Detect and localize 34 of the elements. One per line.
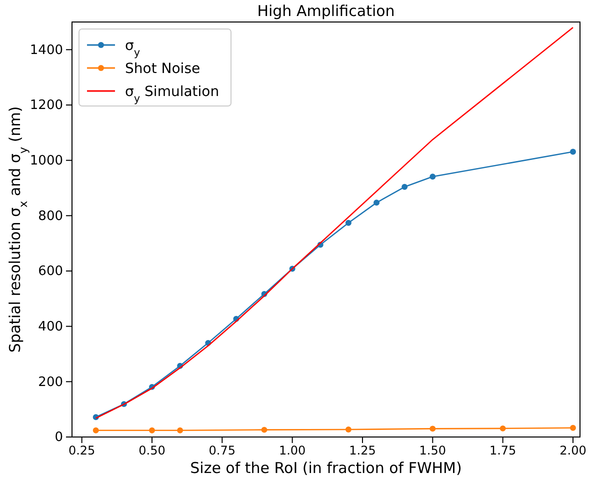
x-tick-label: 0.25	[68, 444, 96, 458]
legend-label: σ$_{y}$ Simulation	[125, 84, 220, 105]
x-tick-label: 1.50	[419, 444, 446, 458]
point	[402, 184, 408, 190]
point	[430, 426, 436, 432]
point	[430, 174, 436, 180]
x-axis-title: Size of the RoI (in fraction of FWHM)	[190, 459, 462, 477]
point	[345, 426, 352, 433]
point	[261, 426, 268, 433]
y-tick-label: 0	[54, 430, 63, 446]
point	[570, 148, 576, 155]
point	[92, 427, 99, 434]
y-tick-label: 1000	[30, 153, 63, 168]
point	[177, 427, 184, 434]
y-tick-label: 400	[38, 319, 63, 334]
x-tick-label: 1.75	[489, 444, 516, 458]
y-tick-label: 1400	[30, 42, 63, 58]
point	[149, 427, 155, 434]
x-tick-label: 2.00	[560, 444, 586, 458]
point	[345, 220, 352, 226]
legend-label: σ$_{y}$	[125, 38, 140, 59]
legend-label: Shot Noise	[125, 61, 200, 77]
x-tick-label: 0.50	[138, 444, 166, 458]
point	[500, 425, 506, 432]
y-tick-label: 600	[38, 264, 63, 280]
x-tick-label: 0.75	[208, 444, 236, 458]
chart-title: High Amplification	[257, 2, 395, 20]
y-tick-label: 800	[38, 208, 63, 224]
x-tick-label: 1.25	[349, 444, 376, 458]
y-tick-label: 1200	[30, 98, 63, 114]
y-tick-label: 200	[38, 374, 63, 390]
point	[570, 424, 576, 431]
point	[374, 200, 380, 206]
x-tick-label: 1.00	[278, 444, 306, 458]
